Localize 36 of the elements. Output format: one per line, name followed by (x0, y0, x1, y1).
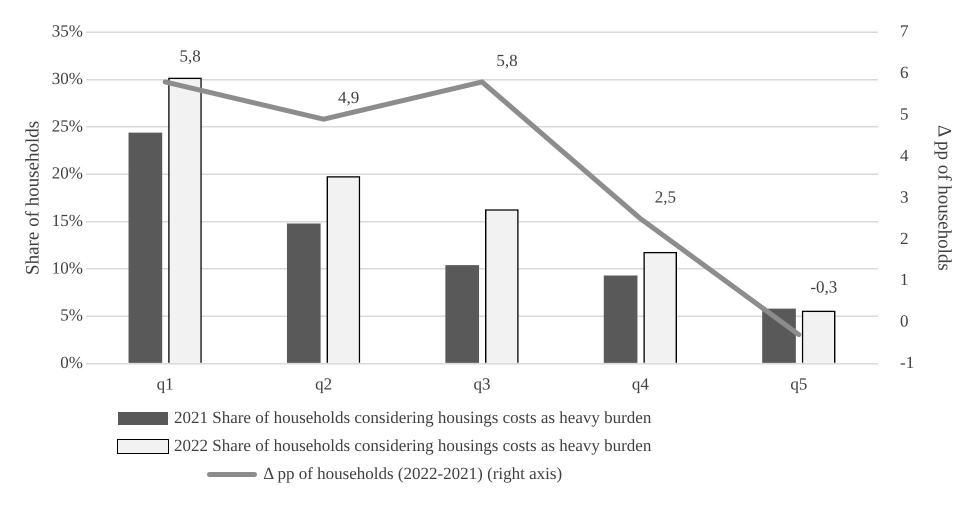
y-tick-label: 15% (52, 211, 83, 230)
y2-tick-label: 3 (900, 187, 909, 206)
legend-label: 2022 Share of households considering housings costs as heavy burden (174, 436, 652, 456)
data-label: -0,3 (810, 278, 838, 297)
y2-tick-label: -1 (900, 353, 914, 372)
y-axis-title: Share of households (22, 120, 44, 275)
y-tick-label: 0% (60, 353, 83, 372)
data-label: 2,5 (654, 188, 676, 207)
bar (604, 276, 638, 363)
legend-label: Δ pp of households (2022-2021) (right axis) (263, 464, 562, 484)
bar (128, 132, 162, 363)
x-tick-label: q5 (790, 374, 808, 394)
x-tick-label: q1 (156, 374, 174, 394)
y-tick-label: 35% (52, 22, 83, 41)
y2-tick-label: 2 (900, 228, 909, 248)
legend-label: 2021 Share of households considering housings costs as heavy burden (174, 408, 652, 428)
y2-tick-label: 0 (900, 312, 909, 331)
y2-tick-label: 6 (900, 63, 909, 82)
y-tick-label: 20% (52, 164, 83, 183)
y2-tick-label: 1 (900, 270, 909, 290)
y2-tick-label: 5 (900, 104, 909, 124)
y-tick-label: 25% (52, 116, 83, 136)
bar (286, 223, 321, 363)
bar (445, 265, 480, 363)
data-label: 5,8 (180, 46, 201, 66)
y2-tick-label: 7 (900, 22, 910, 41)
y2-axis-title: Δ pp of households (934, 125, 955, 271)
data-label: 5,8 (496, 50, 518, 70)
y-tick-label: 10% (52, 258, 83, 278)
x-tick-label: q2 (315, 374, 332, 394)
y2-tick-label: 4 (900, 146, 910, 165)
y-tick-label: 5% (60, 306, 83, 325)
x-tick-label: q3 (474, 374, 490, 394)
x-tick-label: q4 (632, 374, 650, 394)
y-tick-label: 30% (52, 69, 83, 88)
data-label: 4,9 (338, 88, 360, 108)
